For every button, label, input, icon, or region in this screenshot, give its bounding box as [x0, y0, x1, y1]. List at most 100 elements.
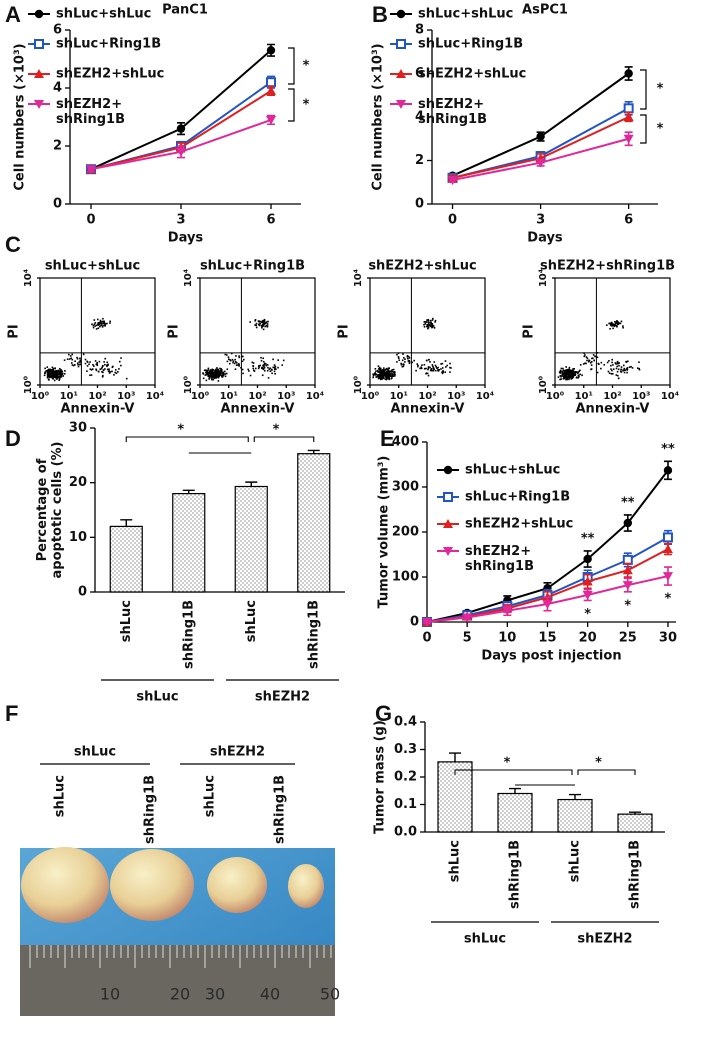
event-dot [55, 375, 58, 377]
error-bar [245, 481, 258, 487]
event-dot [206, 369, 208, 372]
event-dot [69, 355, 72, 357]
x-tick-label: 10³ [447, 391, 465, 402]
event-dot [638, 367, 640, 370]
event-dot [262, 319, 264, 322]
x-tick-label: 10¹ [60, 391, 78, 402]
event-dot [219, 373, 222, 375]
event-dot [563, 376, 565, 379]
event-dot [598, 363, 600, 365]
marker [535, 158, 546, 168]
x-tick-label: shLuc [119, 600, 134, 642]
event-dot [427, 319, 430, 322]
event-dot [396, 353, 398, 356]
event-dot [557, 376, 560, 378]
event-dot [266, 325, 269, 327]
event-dot [93, 365, 95, 367]
significance: * [657, 82, 664, 97]
event-dot [74, 364, 76, 366]
event-dot [576, 372, 579, 374]
event-dot [205, 371, 207, 374]
event-dot [232, 360, 235, 363]
event-dot [79, 363, 82, 366]
event-dot [59, 367, 61, 370]
event-dot [95, 368, 97, 371]
event-dot [68, 353, 70, 356]
event-dot [384, 378, 387, 380]
event-dot [591, 357, 593, 360]
event-dot [89, 374, 91, 377]
event-dot [271, 372, 273, 375]
event-dot [593, 359, 595, 362]
event-dot [92, 324, 95, 327]
marker [662, 572, 673, 582]
event-dot [389, 375, 392, 377]
event-dot [261, 367, 264, 369]
event-dot [376, 375, 379, 378]
event-dot [387, 369, 390, 371]
event-dot [386, 374, 389, 377]
event-dot [252, 365, 255, 367]
event-dot [585, 362, 587, 365]
event-dot [565, 366, 568, 368]
event-dot [376, 369, 379, 372]
event-dot [429, 320, 432, 322]
y-axis-label: Cell numbers (×10³) [13, 43, 28, 190]
event-dot [260, 359, 263, 362]
x-tick-label: 20 [579, 631, 597, 646]
event-dot [618, 322, 620, 324]
event-dot [622, 364, 625, 367]
legend-label: shLuc+Ring1B [56, 37, 161, 52]
marker [34, 100, 44, 109]
event-dot [400, 363, 403, 366]
event-dot [86, 370, 88, 372]
y-tick-label: 4 [415, 110, 424, 125]
event-dot [212, 372, 214, 374]
event-dot [267, 377, 270, 379]
event-dot [569, 373, 571, 376]
event-dot [259, 322, 261, 325]
event-dot [214, 374, 216, 377]
event-dot [611, 361, 613, 364]
event-dot [558, 371, 561, 373]
event-dot [281, 364, 284, 366]
lane-label: shRing1B [273, 775, 288, 844]
event-dot [55, 376, 58, 379]
event-dot [402, 365, 405, 368]
y-tick-label: 6 [53, 23, 62, 38]
y-tick-label: 300 [392, 480, 419, 495]
event-dot [109, 371, 112, 373]
bar [497, 792, 533, 833]
event-dot [561, 372, 564, 375]
event-dot [389, 370, 392, 373]
event-dot [82, 353, 85, 356]
event-dot [274, 366, 276, 369]
event-dot [559, 372, 562, 374]
group-label: shLuc [136, 690, 178, 705]
event-dot [608, 322, 611, 325]
event-dot [375, 373, 378, 376]
event-dot [207, 367, 210, 370]
chart-title: shEZH2+shLuc [368, 259, 476, 274]
legend-label: shEZH2+shLuc [56, 67, 164, 82]
y-axis-label: PI [7, 324, 22, 338]
y-tick-label: 0 [78, 585, 87, 600]
panel-label: B [372, 2, 388, 27]
event-dot [631, 367, 634, 369]
event-dot [125, 377, 128, 380]
event-dot [56, 372, 59, 374]
x-tick-label: 6 [266, 213, 275, 228]
marker [622, 565, 633, 575]
x-tick-label: 15 [538, 631, 556, 646]
event-dot [55, 372, 58, 374]
x-tick-label: 10³ [632, 391, 650, 402]
event-dot [70, 357, 73, 360]
event-dot [585, 356, 588, 358]
event-dot [390, 372, 393, 375]
event-dot [427, 321, 430, 324]
event-dot [380, 375, 382, 378]
marker [582, 576, 593, 586]
event-dot [382, 369, 385, 371]
event-dot [61, 370, 64, 373]
event-dot [55, 371, 57, 373]
